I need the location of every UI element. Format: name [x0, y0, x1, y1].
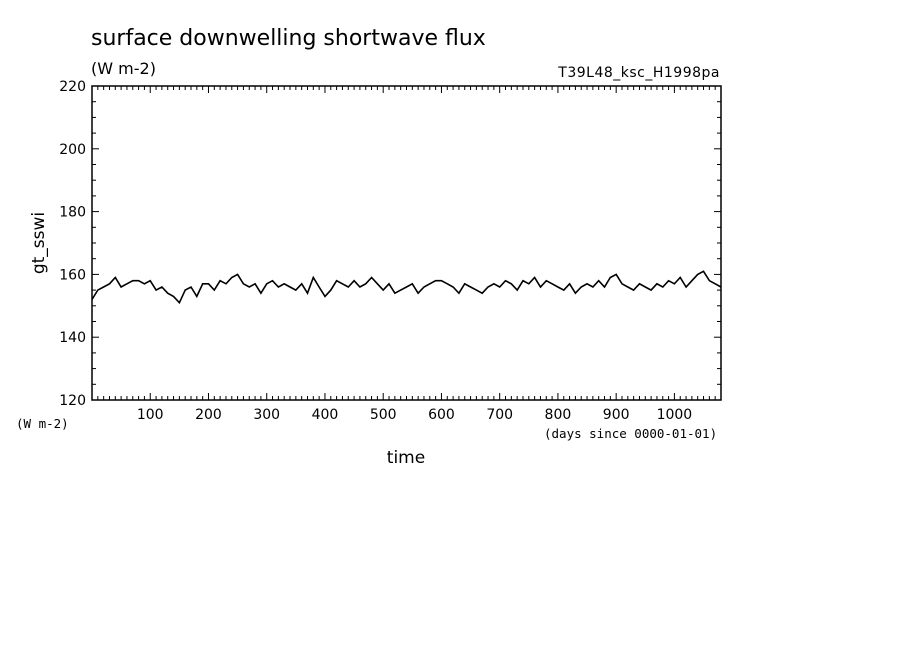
run-name: T39L48_ksc_H1998pa — [557, 65, 720, 81]
x-tick-label: 700 — [486, 407, 513, 423]
y-tick-label: 200 — [59, 142, 86, 158]
x-axis-units: (days since 0000-01-01) — [544, 426, 717, 441]
x-axis-label: time — [387, 448, 425, 468]
y-axis-units: (W m-2) — [16, 416, 69, 431]
plot-frame — [91, 85, 722, 401]
series-line — [91, 270, 722, 305]
x-tick-label: 200 — [195, 407, 222, 423]
x-tick-label: 500 — [370, 407, 397, 423]
x-tick-label: 300 — [253, 407, 280, 423]
x-tick-label: 100 — [137, 407, 164, 423]
y-tick-label: 140 — [59, 330, 86, 346]
y-tick-label: 160 — [59, 267, 86, 283]
x-tick-label: 1000 — [657, 407, 693, 423]
y-tick-label: 180 — [59, 205, 86, 221]
y-tick-label: 220 — [59, 79, 86, 95]
x-tick-label: 600 — [428, 407, 455, 423]
chart-title: surface downwelling shortwave flux — [91, 26, 486, 51]
x-axis: 100 200 300 400 500 600 700 800 900 1000 — [97, 86, 716, 423]
x-tick-label: 400 — [312, 407, 339, 423]
y-axis-label: gt_sswi — [29, 212, 49, 274]
y-axis: 120 140 160 180 200 220 — [59, 79, 721, 409]
y-tick-label: 120 — [59, 393, 86, 409]
chart-units: (W m-2) — [91, 59, 156, 78]
x-tick-label: 800 — [545, 407, 572, 423]
x-tick-label: 900 — [603, 407, 630, 423]
